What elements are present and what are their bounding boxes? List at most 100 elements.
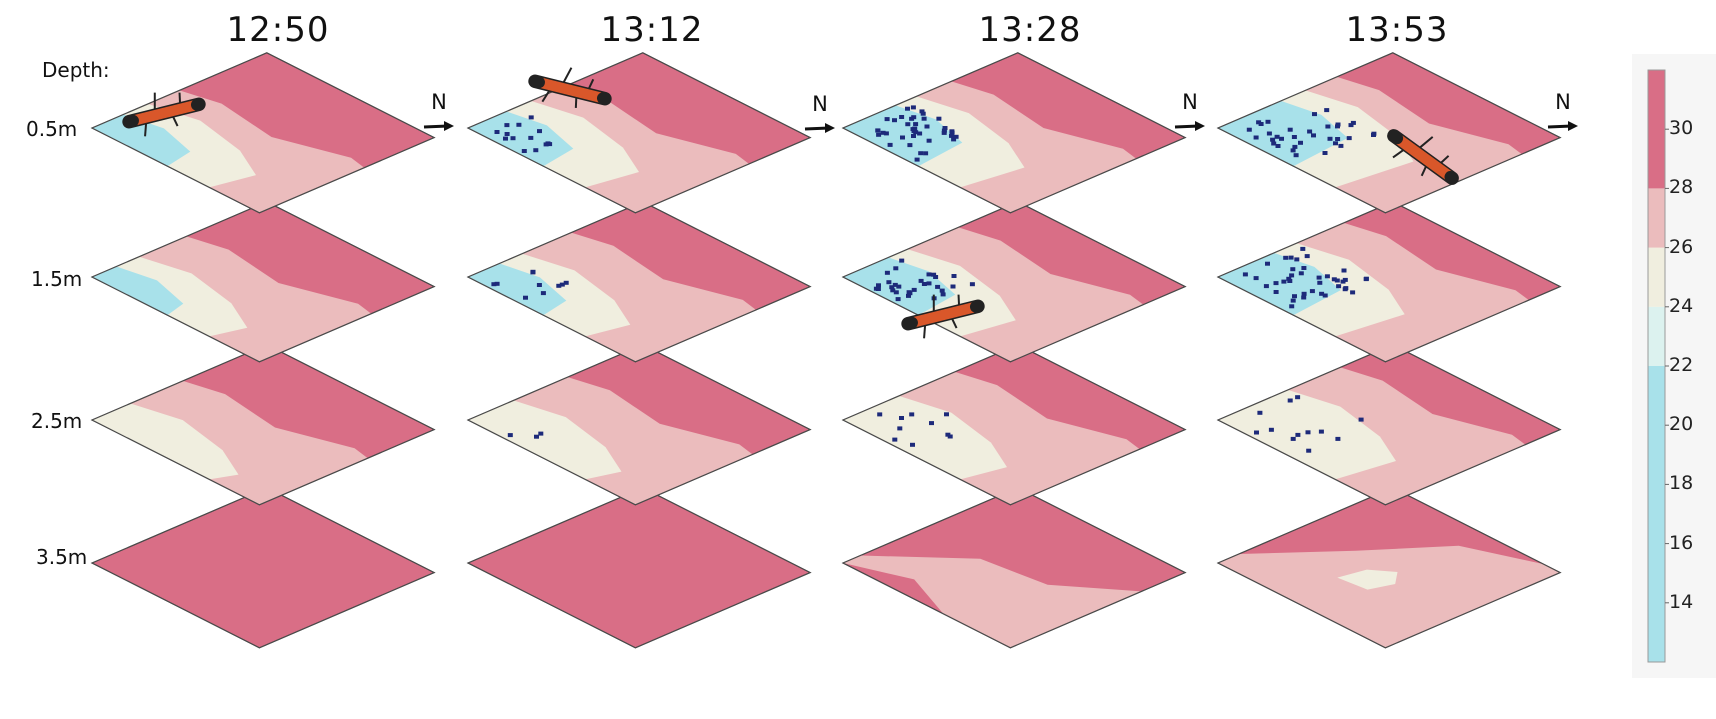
sample-marker [877, 412, 883, 417]
sample-marker [1338, 143, 1344, 148]
depth-title: Depth: [42, 58, 110, 82]
sample-marker [1274, 134, 1280, 139]
slice-outline [466, 344, 812, 506]
sample-marker [528, 135, 534, 140]
sample-marker [920, 111, 926, 116]
sample-marker [1346, 136, 1352, 141]
auv-vehicle-1 [122, 92, 206, 137]
sample-marker [906, 293, 911, 298]
temperature-zone [468, 263, 567, 316]
sample-marker [1265, 119, 1271, 124]
sample-marker [897, 426, 903, 431]
sample-marker [521, 149, 527, 153]
sample-marker [494, 281, 500, 286]
depth-label-3-5m: 3.5m [36, 545, 88, 569]
sample-marker [1301, 266, 1307, 270]
sample-marker [876, 283, 881, 288]
sample-marker [507, 433, 513, 438]
sample-marker [1257, 410, 1263, 415]
sample-marker [893, 266, 899, 271]
sample-marker [1309, 289, 1315, 294]
colorbar [1632, 54, 1716, 678]
sample-marker [494, 130, 500, 134]
sample-marker [1293, 153, 1299, 158]
auv-vehicle-4 [1387, 129, 1459, 185]
sample-marker [1246, 127, 1252, 132]
sample-marker [1242, 272, 1248, 277]
sample-marker [1265, 261, 1270, 266]
sample-marker [1319, 291, 1325, 296]
slice-tile [466, 487, 812, 649]
sample-marker [910, 442, 915, 447]
sample-marker [1342, 287, 1348, 292]
sample-marker [886, 280, 892, 285]
sample-marker [1350, 120, 1356, 125]
sample-marker [1298, 140, 1303, 145]
colorbar-band-3 [1648, 188, 1665, 248]
sample-marker [1287, 398, 1293, 403]
sample-marker [945, 432, 951, 437]
colorbar-tick-label: 28 [1669, 176, 1694, 199]
sample-marker [556, 283, 562, 288]
slice-panel-r1-c2 [841, 201, 1187, 363]
sample-marker [1289, 304, 1295, 309]
sample-marker [504, 132, 510, 136]
sample-marker [563, 280, 569, 285]
sample-marker [889, 285, 895, 290]
sample-marker [1311, 133, 1316, 138]
sample-marker [1273, 281, 1279, 286]
colorbar-tick-label: 22 [1669, 354, 1694, 376]
sample-marker [900, 135, 905, 140]
sample-marker [892, 437, 898, 442]
sample-marker [876, 132, 882, 137]
slice-panel-r0-c1 [466, 52, 812, 214]
slice-panel-r3-c2 [841, 487, 1187, 649]
sample-marker [918, 278, 924, 283]
slice-outline [466, 201, 812, 363]
sample-marker [942, 126, 948, 130]
slice-outline [1216, 201, 1562, 363]
sample-marker [1288, 255, 1294, 260]
sample-marker [884, 270, 890, 275]
colorbar-panel [1632, 54, 1716, 678]
colorbar-tick-label: 18 [1669, 472, 1694, 495]
sample-marker [516, 122, 522, 127]
sample-marker [1266, 131, 1272, 136]
sample-marker [899, 416, 904, 420]
sample-marker [1301, 295, 1307, 300]
sample-marker [1371, 131, 1377, 136]
sample-marker [939, 288, 945, 293]
sample-marker [944, 412, 949, 417]
sample-marker [880, 130, 886, 135]
slice-tile [90, 487, 436, 649]
sample-marker [1300, 246, 1306, 251]
slice-panel-r0-c0 [90, 52, 436, 214]
sample-marker [537, 129, 542, 134]
sample-marker [1292, 294, 1297, 299]
sample-marker [1306, 448, 1312, 453]
sample-marker [941, 128, 947, 133]
sample-marker [1325, 124, 1331, 129]
sample-marker [1290, 298, 1296, 303]
sample-marker [1348, 123, 1354, 128]
sample-marker [905, 122, 911, 127]
colorbar-tick-label: 24 [1669, 294, 1694, 317]
sample-marker [1358, 417, 1364, 422]
temperature-zone [92, 380, 368, 505]
sample-marker [1286, 276, 1292, 281]
colorbar-band-1 [1648, 306, 1665, 366]
slice-panel-r3-c3 [1216, 487, 1562, 649]
sample-marker [1268, 427, 1274, 432]
sample-marker [936, 116, 942, 121]
temperature-zone [1218, 100, 1348, 167]
sample-marker [1289, 273, 1295, 278]
sample-marker [1253, 135, 1259, 140]
sample-marker [1304, 254, 1310, 259]
sample-marker [907, 291, 913, 296]
sample-marker [941, 130, 947, 135]
sample-marker [949, 129, 955, 134]
sample-marker [896, 284, 902, 289]
sample-marker [1312, 112, 1317, 117]
sample-marker [892, 118, 897, 123]
